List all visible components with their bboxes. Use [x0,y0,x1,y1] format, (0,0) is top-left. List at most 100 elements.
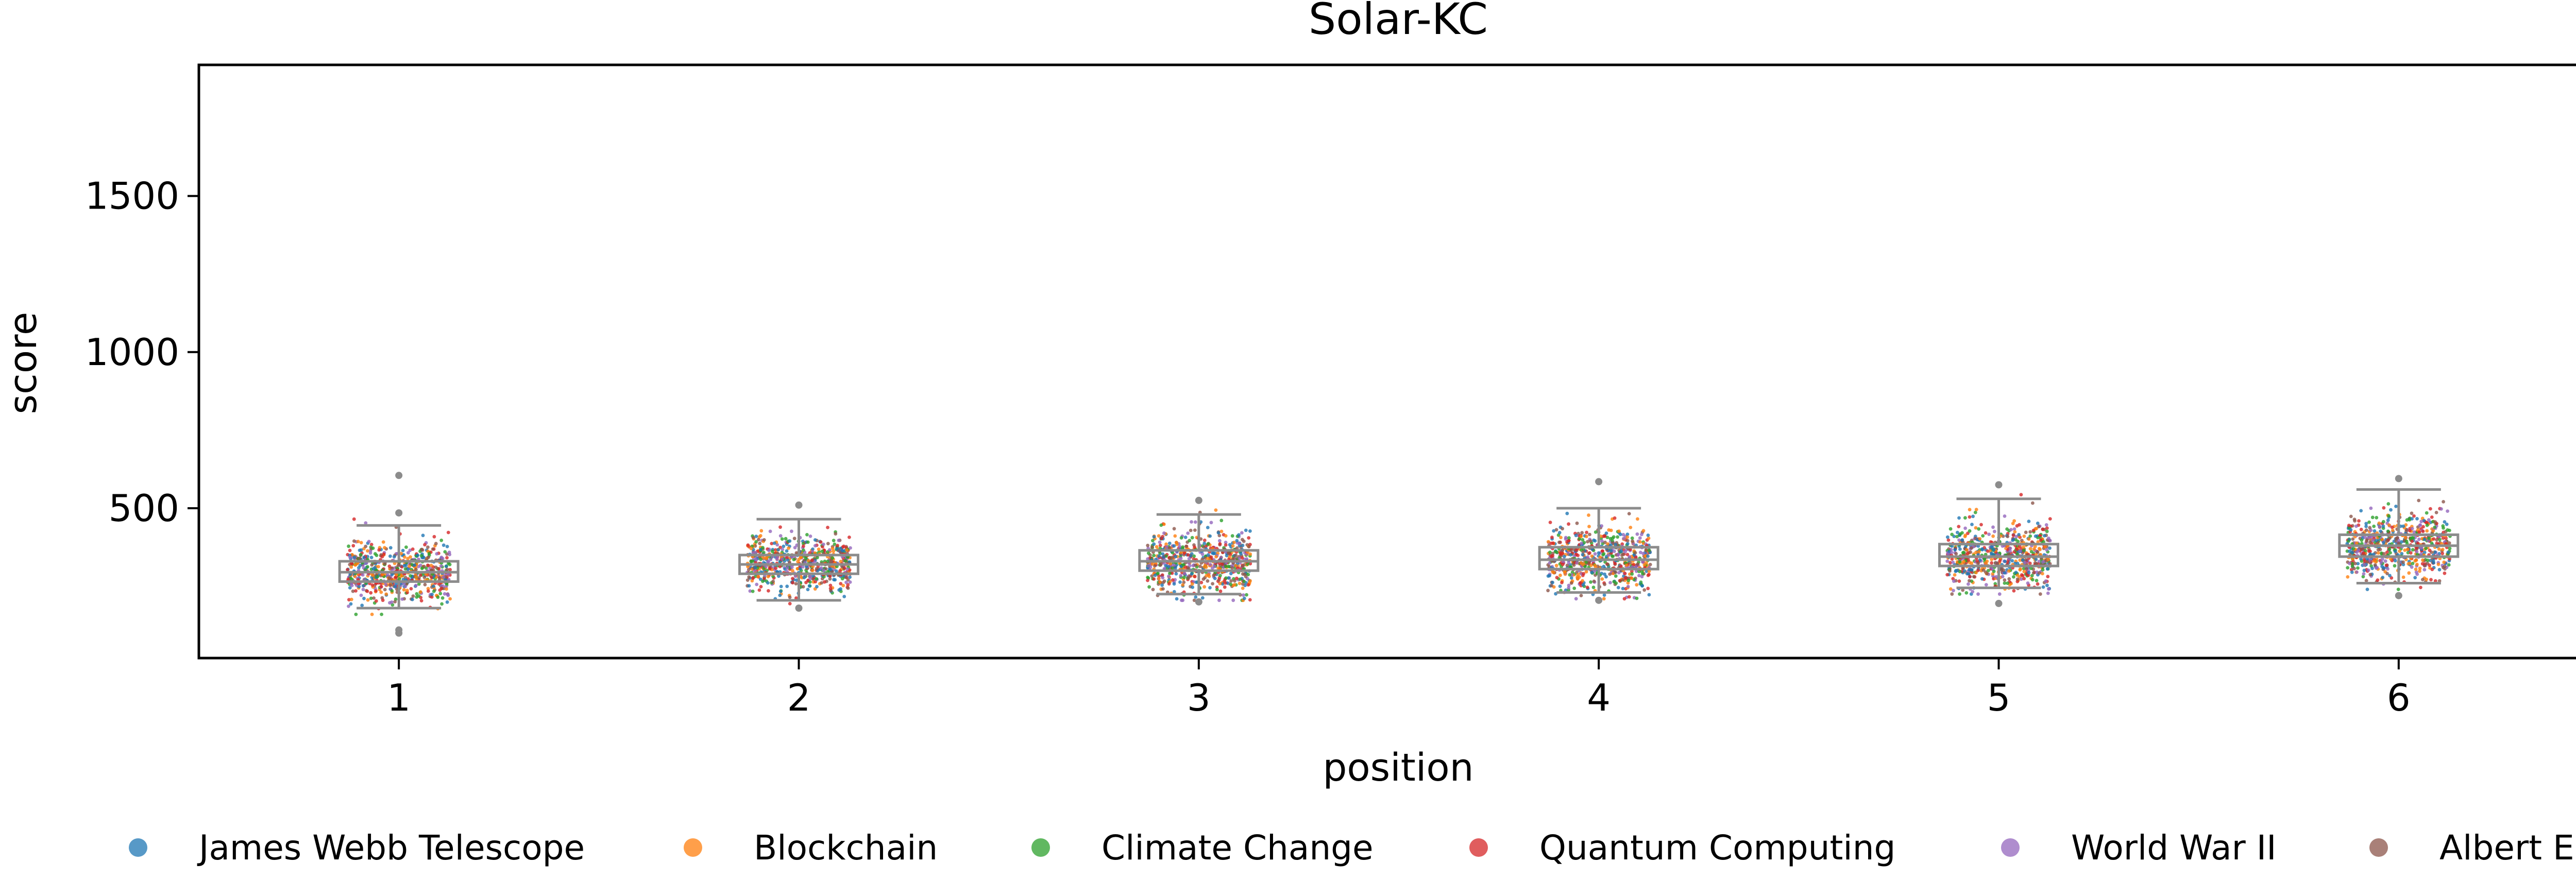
jitter-point [381,573,385,576]
jitter-point [1238,577,1242,581]
jitter-point [785,556,789,559]
jitter-point [2418,566,2422,571]
jitter-point [2373,563,2377,567]
jitter-point [2419,585,2422,590]
jitter-point [1952,589,1955,593]
jitter-point [1212,574,1216,577]
jitter-point [411,547,415,551]
jitter-point [1961,551,1965,555]
legend-label: James Webb Telescope [197,828,585,868]
jitter-point [2417,538,2421,541]
jitter-point [1948,569,1952,573]
jitter-point [747,575,751,579]
jitter-point [2012,575,2015,579]
jitter-point [346,568,349,572]
jitter-point [439,539,444,542]
jitter-point [1172,590,1176,594]
jitter-point [2410,539,2414,543]
jitter-point [2048,546,2052,550]
jitter-point [2372,529,2377,533]
jitter-point [1188,564,1192,567]
jitter-point [415,592,419,596]
jitter-point [2003,514,2007,518]
jitter-point [1167,582,1171,586]
jitter-point [2428,563,2431,567]
jitter-point [816,556,819,560]
jitter-point [359,548,363,552]
jitter-point [2368,526,2372,530]
jitter-point [1213,577,1217,580]
jitter-point [2437,579,2442,583]
jitter-point [2381,520,2385,524]
jitter-point [1965,551,1970,556]
jitter-point [359,541,363,545]
jitter-point [1160,537,1164,540]
jitter-point [390,589,394,593]
jitter-point [2046,575,2050,579]
jitter-point [1167,541,1172,545]
jitter-point [439,586,444,590]
jitter-point [1980,577,1984,581]
jitter-point [1955,534,1959,539]
jitter-point [846,586,850,590]
jitter-point [806,588,810,592]
jitter-point [1630,536,1634,540]
jitter-point [1187,557,1191,561]
jitter-point [808,577,812,581]
jitter-point [2352,566,2356,571]
jitter-point [1600,539,1604,543]
jitter-point [2371,539,2375,542]
jitter-point [2015,561,2020,565]
jitter-point [1964,591,1969,595]
jitter-point [2385,572,2389,576]
jitter-point [2018,549,2022,553]
jitter-point [2411,536,2415,540]
jitter-point [1212,551,1216,556]
jitter-point [813,538,817,542]
jitter-point [2408,529,2412,532]
legend-marker [1031,838,1050,857]
jitter-point [843,559,848,563]
jitter-point [831,556,835,560]
jitter-point [1636,517,1639,521]
jitter-point [1587,513,1590,517]
jitter-point [790,529,793,533]
jitter-point [1956,530,1959,534]
jitter-point [2380,560,2383,564]
jitter-point [448,567,452,572]
jitter-point [1164,564,1168,567]
jitter-point [2387,523,2391,527]
jitter-point [829,559,834,563]
jitter-point [835,547,839,550]
jitter-point [1991,525,1995,529]
jitter-point [1612,549,1616,553]
jitter-point [1234,564,1238,567]
jitter-point [1147,585,1151,589]
jitter-point [1998,559,2002,563]
jitter-point [2022,534,2026,538]
jitter-point [1997,592,2002,596]
jitter-point [2410,511,2414,515]
jitter-point [1945,535,1950,539]
jitter-point [1227,576,1230,580]
jitter-point [1611,537,1615,540]
jitter-point [2433,550,2437,554]
jitter-point [1611,554,1614,558]
jitter-point [2422,550,2427,555]
jitter-point [1229,582,1233,586]
jitter-point [1633,551,1637,555]
jitter-point [1948,587,1953,591]
jitter-point [1574,597,1578,601]
jitter-point [774,566,778,570]
jitter-point [414,567,418,572]
jitter-point [1647,573,1651,577]
jitter-point [766,581,770,585]
jitter-point [828,577,832,581]
jitter-point [1157,577,1161,580]
jitter-point [370,563,374,567]
jitter-point [1630,570,1634,574]
jitter-point [1555,576,1559,580]
jitter-point [2037,571,2041,575]
jitter-point [1586,540,1589,544]
jitter-point [1969,550,1973,554]
